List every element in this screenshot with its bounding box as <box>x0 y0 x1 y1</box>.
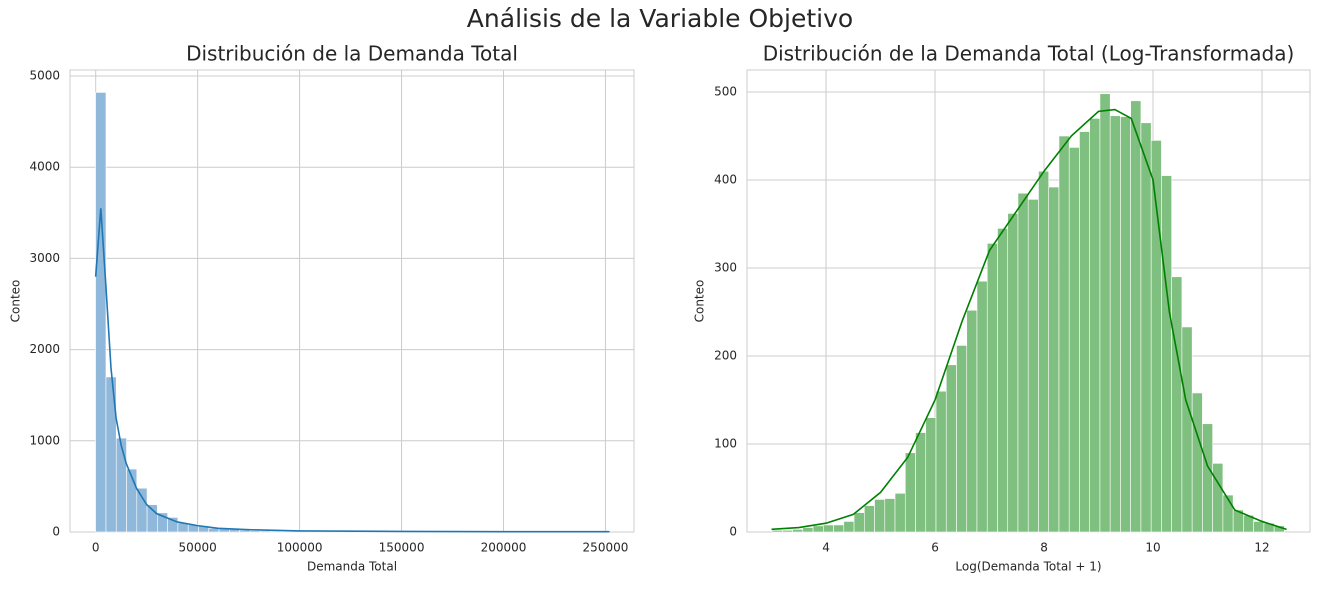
bar <box>793 529 803 532</box>
bar <box>977 281 987 532</box>
y-tick-label: 200 <box>714 349 737 363</box>
bar <box>916 433 926 532</box>
y-tick-label: 4000 <box>29 160 60 174</box>
chart-title: Distribución de la Demanda Total (Log-Tr… <box>763 42 1295 66</box>
x-axis-label: Log(Demanda Total + 1) <box>955 560 1101 574</box>
bar <box>1172 277 1182 532</box>
bar <box>1038 171 1048 532</box>
bar <box>96 92 106 532</box>
bar <box>1182 327 1192 532</box>
x-axis-label: Demanda Total <box>307 560 397 574</box>
bar <box>1049 187 1059 532</box>
y-tick-label: 300 <box>714 261 737 275</box>
bar <box>1059 136 1069 532</box>
bar <box>823 525 833 532</box>
x-tick-label: 100000 <box>277 541 323 555</box>
bar <box>782 530 792 532</box>
chart-title: Distribución de la Demanda Total <box>186 42 518 66</box>
bar <box>987 243 997 532</box>
x-tick-label: 8 <box>1040 541 1048 555</box>
x-tick-label: 0 <box>92 541 100 555</box>
y-tick-label: 1000 <box>29 433 60 447</box>
bar <box>1161 176 1171 532</box>
bar <box>834 525 844 532</box>
bar <box>1131 101 1141 532</box>
bar <box>895 493 905 532</box>
x-tick-label: 4 <box>822 541 830 555</box>
bar <box>1079 132 1089 532</box>
bar <box>803 528 813 532</box>
bar <box>844 521 854 532</box>
bar <box>1110 116 1120 532</box>
x-tick-label: 10 <box>1145 541 1160 555</box>
y-tick-label: 2000 <box>29 342 60 356</box>
bar <box>1120 117 1130 532</box>
bar <box>1151 140 1161 532</box>
bar <box>864 506 874 532</box>
y-tick-label: 400 <box>714 173 737 187</box>
bar <box>854 513 864 532</box>
bar <box>250 531 260 532</box>
bar <box>1069 147 1079 532</box>
bar <box>1141 123 1151 532</box>
bar <box>813 526 823 532</box>
bar <box>905 453 915 532</box>
bar <box>137 488 147 532</box>
x-tick-label: 50000 <box>179 541 217 555</box>
y-axis-label: Conteo <box>9 280 23 323</box>
y-tick-label: 100 <box>714 437 737 451</box>
bar <box>772 530 782 532</box>
figure-title: Análisis de la Variable Objetivo <box>467 4 853 33</box>
bar <box>1018 193 1028 532</box>
y-axis-label: Conteo <box>693 280 707 323</box>
bar <box>997 228 1007 532</box>
bar <box>1008 213 1018 532</box>
x-tick-label: 150000 <box>379 541 425 555</box>
bar <box>926 418 936 532</box>
x-tick-label: 6 <box>931 541 939 555</box>
plot-area <box>70 70 634 532</box>
bar <box>116 438 126 532</box>
bar <box>1213 463 1223 532</box>
bar <box>875 499 885 532</box>
bar <box>967 310 977 532</box>
x-tick-label: 200000 <box>481 541 527 555</box>
bar <box>1192 393 1202 532</box>
y-tick-label: 3000 <box>29 251 60 265</box>
bar <box>1202 424 1212 532</box>
y-tick-label: 0 <box>52 525 60 539</box>
bar <box>957 345 967 532</box>
bar <box>1028 199 1038 532</box>
bar <box>1254 521 1264 532</box>
y-tick-label: 5000 <box>29 69 60 83</box>
bar <box>885 499 895 532</box>
bar <box>260 531 270 532</box>
bar <box>1100 94 1110 532</box>
bar <box>936 391 946 532</box>
x-tick-label: 250000 <box>583 541 629 555</box>
y-tick-label: 0 <box>729 525 737 539</box>
bar <box>1090 118 1100 532</box>
x-tick-label: 12 <box>1254 541 1269 555</box>
bar <box>946 365 956 532</box>
y-tick-label: 500 <box>714 85 737 99</box>
